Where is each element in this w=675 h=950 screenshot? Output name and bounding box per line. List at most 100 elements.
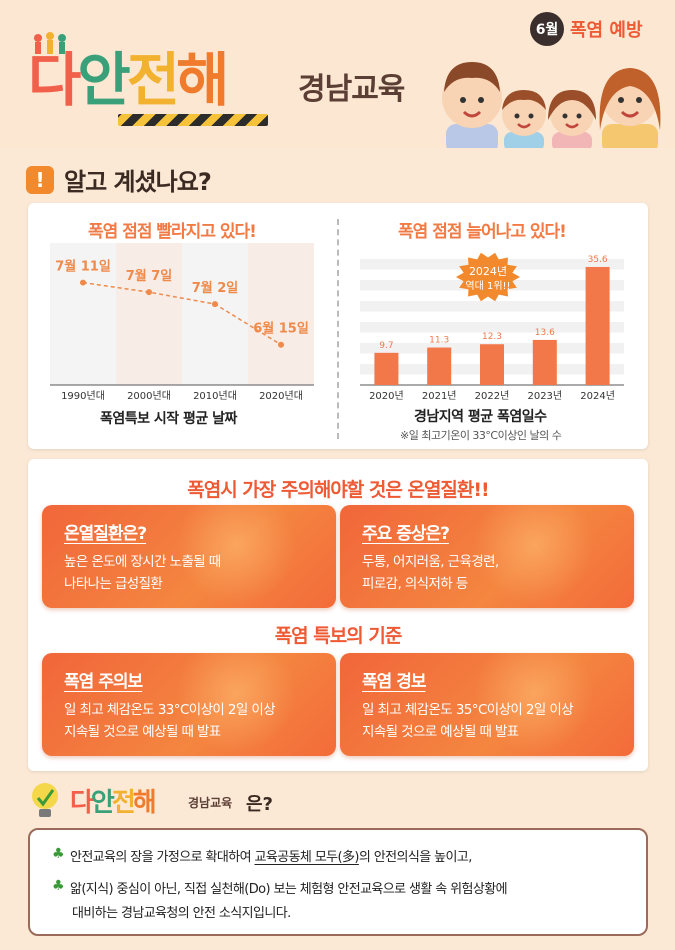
logo-char-2: 안 xyxy=(77,46,130,114)
about-logo-sub: 경남교육 xyxy=(188,796,233,810)
about-logo-char-4: 해 xyxy=(132,788,157,818)
info-box-advisory: 폭염 주의보 일 최고 체감온도 33°C이상이 2일 이상 지속될 것으로 예… xyxy=(42,653,336,756)
data-label: 7월 11일 xyxy=(55,259,111,275)
about-text-underlined: 교육공동체 모두(多) xyxy=(254,850,359,865)
clover-icon: ♣ xyxy=(52,846,65,862)
bar xyxy=(374,352,399,385)
bar-value-label: 9.7 xyxy=(379,341,393,351)
grid-band xyxy=(360,322,624,333)
logo: 다안전해 경남교육 xyxy=(28,30,428,126)
info-box-line: 지속될 것으로 예상될 때 발표 xyxy=(362,724,519,740)
info-box-warning: 폭염 경보 일 최고 체감온도 35°C이상이 2일 이상 지속될 것으로 예상… xyxy=(340,653,634,756)
bar xyxy=(480,344,504,385)
info-box-body: 높은 온도에 장시간 노출될 때 나타나는 급성질환 xyxy=(64,551,221,595)
right-chart-title: 폭염 점점 늘어나고 있다! xyxy=(398,222,567,242)
heat-illness-card: 폭염시 가장 주의해야할 것은 온열질환!! 온열질환은? 높은 온도에 장시간… xyxy=(28,459,648,771)
bar-value-label: 12.3 xyxy=(482,332,502,342)
logo-people-icon xyxy=(34,32,66,54)
info-box-line: 두통, 어지러움, 근육경련, xyxy=(362,554,499,570)
heat-illness-heading: 폭염시 가장 주의해야할 것은 온열질환!! xyxy=(187,479,489,501)
data-point xyxy=(80,279,86,286)
x-tick-label: 2021년 xyxy=(422,390,457,402)
lightbulb-icon xyxy=(32,783,58,817)
sun-glow xyxy=(474,653,594,753)
data-point xyxy=(146,289,152,296)
chart-band xyxy=(248,243,314,385)
exclamation-icon: ! xyxy=(26,165,54,194)
about-line-1: ♣ 안전교육의 장을 가정으로 확대하여 교육공동체 모두(多)의 안전의식을 … xyxy=(52,846,472,865)
bar xyxy=(585,266,610,385)
badge-line: 2024년 xyxy=(469,265,507,278)
logo-sub: 경남교육 xyxy=(298,72,405,107)
heatwave-days-chart: 9.7 2020년 11.3 2021년 12.3 2022년 13.6 2023년 35.6 2… xyxy=(360,252,624,402)
info-box-line: 일 최고 체감온도 35°C이상이 2일 이상 xyxy=(362,702,574,718)
grid-band xyxy=(360,301,624,312)
info-box-heat-illness: 온열질환은? 높은 온도에 장시간 노출될 때 나타나는 급성질환 xyxy=(42,505,336,608)
about-text-part: 안전교육의 장을 가정으로 확대하여 xyxy=(69,850,255,865)
bar-value-label: 11.3 xyxy=(429,336,449,346)
info-box-symptoms: 주요 증상은? 두통, 어지러움, 근육경련, 피로감, 의식저하 등 xyxy=(340,505,634,608)
left-chart-title: 폭염 점점 빨라지고 있다! xyxy=(88,222,257,242)
about-logo: 다안전해 xyxy=(70,782,157,819)
about-heading: 다안전해 경남교육 은? xyxy=(28,780,328,822)
sun-glow xyxy=(176,653,296,753)
heatwave-start-chart: 1990년대 2000년대 2010년대 2020년대 7월 11일 7월 7일 7월 2일… xyxy=(50,243,314,402)
info-box-title: 폭염 경보 xyxy=(362,672,426,692)
x-tick-label: 2020년 xyxy=(369,390,404,402)
x-tick-label: 2020년대 xyxy=(259,390,303,402)
x-tick-label: 2023년 xyxy=(527,390,562,402)
info-box-body: 일 최고 체감온도 35°C이상이 2일 이상 지속될 것으로 예상될 때 발표 xyxy=(362,699,574,743)
info-box-line: 높은 온도에 장시간 노출될 때 xyxy=(64,554,221,570)
info-box-body: 일 최고 체감온도 33°C이상이 2일 이상 지속될 것으로 예상될 때 발표 xyxy=(64,699,276,743)
clover-icon: ♣ xyxy=(52,878,65,894)
stats-card: 폭염 점점 빨라지고 있다! 1990년대 2000년대 2010년대 2020년대 7… xyxy=(28,203,648,449)
about-line-2: ♣ 앎(지식) 중심이 아닌, 직접 실천해(Do) 보는 체험형 안전교육으로… xyxy=(52,878,508,897)
data-label: 6월 15일 xyxy=(253,321,309,337)
x-tick-label: 2000년대 xyxy=(127,390,171,402)
about-logo-char-3: 전 xyxy=(111,788,136,818)
section-title: ! 알고 계셨나요? xyxy=(26,162,212,197)
info-box-title: 폭염 주의보 xyxy=(64,672,143,692)
badge-line: 역대 1위!! xyxy=(465,279,510,292)
about-line-3: 대비하는 경남교육청의 안전 소식지입니다. xyxy=(72,902,291,921)
series-line xyxy=(82,281,282,346)
starburst-badge xyxy=(456,252,520,302)
bar-value-label: 35.6 xyxy=(588,255,608,265)
data-label: 7월 7일 xyxy=(126,268,173,284)
bar xyxy=(532,339,557,385)
left-chart-caption: 폭염특보 시작 평균 날짜 xyxy=(100,411,237,427)
bar xyxy=(427,347,452,385)
family-illustration xyxy=(442,62,661,148)
chart-band xyxy=(116,243,182,385)
bar-value-label: 13.6 xyxy=(535,328,555,338)
info-box-line: 지속될 것으로 예상될 때 발표 xyxy=(64,724,221,740)
data-point xyxy=(212,301,218,308)
month-topic: 폭염 예방 xyxy=(570,20,643,41)
caution-stripe xyxy=(118,114,268,126)
x-tick-label: 2022년 xyxy=(475,390,510,402)
info-box-body: 두통, 어지러움, 근육경련, 피로감, 의식저하 등 xyxy=(362,551,499,595)
header: 6월 폭염 예방 다안전해 경남교육 xyxy=(0,0,675,148)
data-label: 7월 2일 xyxy=(192,280,239,296)
sun-glow xyxy=(176,505,296,605)
about-text: 앎(지식) 중심이 아닌, 직접 실천해(Do) 보는 체험형 안전교육으로 생… xyxy=(69,882,508,897)
about-suffix: 은? xyxy=(246,794,274,815)
about-text-part: 의 안전의식을 높이고, xyxy=(358,850,472,865)
info-box-line: 나타나는 급성질환 xyxy=(64,576,163,592)
info-box-title: 온열질환은? xyxy=(64,524,147,544)
data-point xyxy=(278,341,284,348)
x-tick-label: 1990년대 xyxy=(61,390,105,402)
chart-band xyxy=(182,243,248,385)
about-text: 대비하는 경남교육청의 안전 소식지입니다. xyxy=(72,906,291,921)
chart-divider xyxy=(337,219,339,439)
x-tick-label: 2024년 xyxy=(580,390,615,402)
x-tick-label: 2010년대 xyxy=(193,390,237,402)
chart-band xyxy=(50,243,116,385)
right-chart-caption: 경남지역 평균 폭염일수 xyxy=(414,409,547,425)
about-text: 안전교육의 장을 가정으로 확대하여 교육공동체 모두(多)의 안전의식을 높이… xyxy=(70,846,472,865)
info-box-line: 피로감, 의식저하 등 xyxy=(362,576,468,592)
info-box-title: 주요 증상은? xyxy=(362,524,450,544)
about-box: ♣ 안전교육의 장을 가정으로 확대하여 교육공동체 모두(多)의 안전의식을 … xyxy=(28,828,648,936)
sun-glow xyxy=(474,505,594,605)
month-badge: 6월 폭염 예방 xyxy=(530,12,643,46)
